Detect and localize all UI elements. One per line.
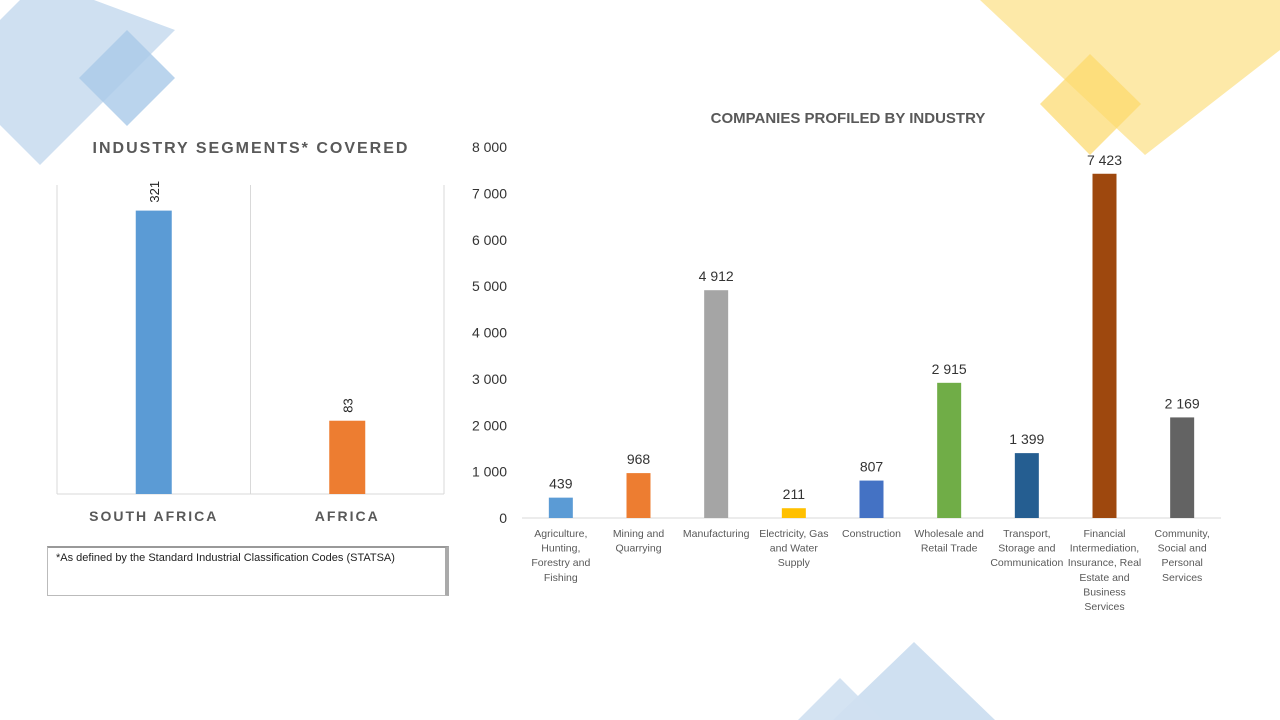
category-label: and Water <box>770 543 819 555</box>
data-label: 7 423 <box>1087 152 1122 168</box>
bar <box>1014 453 1039 518</box>
bar <box>781 508 806 518</box>
data-label: 807 <box>860 459 884 475</box>
data-label: 1 399 <box>1009 431 1044 447</box>
category-label: AFRICA <box>315 508 380 524</box>
bar <box>1170 417 1195 518</box>
category-label: Business <box>1083 586 1126 598</box>
footnote-text: *As defined by the Standard Industrial C… <box>56 552 395 564</box>
category-label: Supply <box>778 557 811 569</box>
category-label: Communication <box>990 557 1063 569</box>
y-tick-label: 0 <box>499 510 507 526</box>
category-label: Intermediation, <box>1070 543 1139 555</box>
category-label: Social and <box>1158 543 1207 555</box>
y-tick-label: 1 000 <box>472 464 507 480</box>
data-label: 2 169 <box>1165 395 1200 411</box>
category-label: Mining and <box>613 528 665 540</box>
footnote-box: *As defined by the Standard Industrial C… <box>47 546 449 596</box>
data-label: 211 <box>783 486 806 502</box>
left-chart-title: INDUSTRY SEGMENTS* COVERED <box>92 140 410 157</box>
y-tick-label: 4 000 <box>472 325 507 341</box>
category-label: Fishing <box>544 572 578 584</box>
bar <box>937 382 962 518</box>
category-label: Community, <box>1155 528 1210 540</box>
category-label: Hunting, <box>541 543 580 555</box>
category-label: Estate and <box>1079 572 1129 584</box>
category-label: SOUTH AFRICA <box>89 508 218 524</box>
y-tick-label: 5 000 <box>472 278 507 294</box>
data-label: 83 <box>340 398 355 412</box>
bar <box>548 497 573 518</box>
deco-diamond-blue-small <box>79 30 175 126</box>
category-label: Construction <box>842 528 901 540</box>
deco-diamond-blue-bottom-small <box>798 678 882 720</box>
y-tick-label: 2 000 <box>472 417 507 433</box>
data-label: 439 <box>549 476 573 492</box>
deco-diamond-yellow-large <box>980 0 1280 155</box>
right-chart-title: COMPANIES PROFILED BY INDUSTRY <box>710 110 986 127</box>
category-label: Agriculture, <box>534 528 587 540</box>
category-label: Storage and <box>998 543 1055 555</box>
category-label: Retail Trade <box>921 543 978 555</box>
bar <box>704 290 729 518</box>
category-label: Insurance, Real <box>1068 557 1142 569</box>
category-label: Forestry and <box>531 557 590 569</box>
y-tick-label: 8 000 <box>472 139 507 155</box>
category-label: Electricity, Gas <box>759 528 828 540</box>
y-tick-label: 3 000 <box>472 371 507 387</box>
data-label: 968 <box>627 451 651 467</box>
category-label: Financial <box>1083 528 1125 540</box>
bar <box>329 420 366 494</box>
data-label: 321 <box>147 181 162 203</box>
category-label: Manufacturing <box>683 528 750 540</box>
deco-diamond-blue-bottom <box>833 642 995 720</box>
category-label: Quarrying <box>615 543 661 555</box>
category-label: Transport, <box>1003 528 1050 540</box>
category-label: Services <box>1084 601 1124 613</box>
bar <box>1092 173 1117 519</box>
data-label: 4 912 <box>699 268 734 284</box>
y-tick-label: 6 000 <box>472 232 507 248</box>
y-tick-label: 7 000 <box>472 185 507 201</box>
category-label: Services <box>1162 572 1202 584</box>
bar <box>135 210 172 495</box>
bar <box>626 473 651 518</box>
bar <box>859 480 884 518</box>
data-label: 2 915 <box>932 361 967 377</box>
category-label: Personal <box>1161 557 1202 569</box>
deco-diamond-yellow-small <box>1040 54 1141 155</box>
category-label: Wholesale and <box>914 528 984 540</box>
